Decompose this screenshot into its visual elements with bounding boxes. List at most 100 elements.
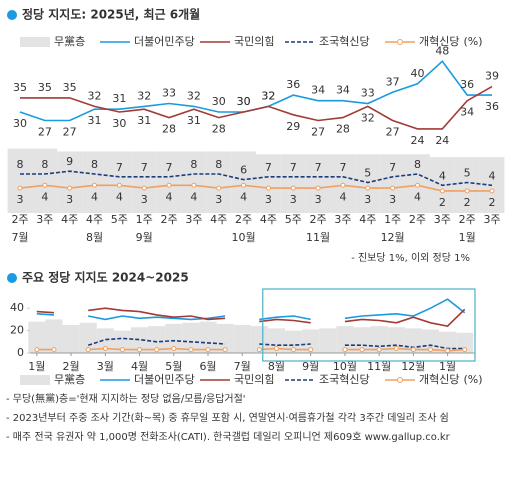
x-tick-label: 4주 — [86, 213, 103, 226]
data-label: 8 — [190, 158, 197, 171]
x-tick-label: 1월 — [439, 360, 456, 373]
area-bar — [62, 325, 80, 353]
area-bar — [28, 321, 46, 353]
data-label: 4 — [240, 190, 247, 203]
marker — [141, 185, 147, 191]
x-tick-label: 1주 — [136, 213, 153, 226]
x-tick-label: 5주 — [285, 213, 302, 226]
note: - 진보당 1%, 이외 정당 1% — [351, 252, 470, 264]
area-bar — [319, 328, 337, 353]
data-label: 7 — [166, 161, 173, 174]
area-bar — [7, 148, 33, 213]
y-tick-label: 20 — [10, 324, 24, 337]
data-label: 32 — [361, 111, 375, 124]
footnote: - 무당(無黨)층='현재 지지하는 정당 없음/모름/응답거절' — [6, 392, 246, 405]
marker — [171, 346, 177, 352]
marker — [290, 185, 296, 191]
marker — [241, 182, 247, 188]
area-bar — [454, 157, 480, 213]
series-line — [36, 298, 466, 321]
x-tick-label: 4주 — [359, 213, 376, 226]
marker — [154, 347, 160, 353]
marker — [222, 347, 228, 353]
area-bar — [353, 327, 371, 353]
data-label: 7 — [265, 161, 272, 174]
title-dot — [7, 273, 17, 283]
x-tick-label: 4월 — [131, 360, 148, 373]
marker — [191, 182, 197, 188]
data-label: 3 — [265, 193, 272, 206]
data-label: 28 — [212, 123, 226, 136]
month-label: 9월 — [136, 231, 153, 244]
marker — [34, 347, 40, 353]
marker — [390, 185, 396, 191]
x-tick-label: 3주 — [434, 213, 451, 226]
area-bar — [421, 329, 440, 353]
x-tick-label: 3주 — [483, 213, 500, 226]
marker — [342, 347, 348, 353]
data-label: 33 — [361, 87, 375, 100]
series-line — [87, 337, 465, 350]
data-label: 2 — [439, 196, 446, 209]
x-tick-label: 2주 — [310, 213, 327, 226]
data-label: 31 — [88, 114, 102, 127]
data-label: 3 — [315, 193, 322, 206]
data-label: 5 — [464, 166, 471, 179]
area-bar — [182, 322, 200, 353]
x-tick-label: 2월 — [63, 360, 80, 373]
x-tick-label: 3주 — [36, 213, 53, 226]
marker — [428, 347, 433, 353]
series-line — [20, 170, 493, 187]
marker — [188, 347, 194, 353]
data-label: 32 — [187, 89, 201, 102]
area-bar — [82, 151, 107, 213]
data-label: 3 — [66, 193, 73, 206]
marker — [414, 182, 420, 188]
data-label: 4 — [414, 190, 421, 203]
x-tick-label: 1월 — [28, 360, 45, 373]
marker — [410, 347, 416, 353]
data-label: 8 — [41, 158, 48, 171]
x-tick-label: 3월 — [97, 360, 114, 373]
data-label: 34 — [311, 84, 325, 97]
data-label: 7 — [315, 161, 322, 174]
data-label: 36 — [286, 78, 300, 91]
data-label: 27 — [63, 125, 77, 138]
data-label: 8 — [414, 158, 421, 171]
area-bar — [231, 151, 256, 213]
x-tick-label: 3주 — [334, 213, 351, 226]
marker — [205, 347, 211, 353]
area-bar — [250, 326, 268, 353]
x-tick-label: 10월 — [333, 360, 357, 373]
data-label: 30 — [237, 95, 251, 108]
data-label: 4 — [489, 169, 496, 182]
x-tick-label: 3주 — [185, 213, 202, 226]
data-label: 24 — [410, 134, 424, 147]
x-tick-label: 11월 — [367, 360, 391, 373]
data-label: 37 — [386, 75, 400, 88]
marker — [393, 346, 399, 352]
data-label: 30 — [13, 117, 27, 130]
data-label: 7 — [141, 161, 148, 174]
area-bar — [380, 154, 406, 213]
marker — [92, 182, 98, 188]
marker — [85, 347, 91, 353]
chart-title: 정당 지지도: 2025년, 최근 6개월 — [22, 7, 200, 22]
data-label: 4 — [190, 190, 197, 203]
data-label: 32 — [261, 89, 275, 102]
data-label: 7 — [290, 161, 297, 174]
legend-swatch — [20, 375, 50, 385]
marker — [51, 347, 57, 353]
area-bar — [302, 329, 320, 353]
data-label: 8 — [91, 158, 98, 171]
marker — [439, 188, 445, 194]
marker — [359, 347, 365, 353]
data-label: 31 — [187, 114, 201, 127]
marker — [216, 185, 222, 191]
data-label: 35 — [63, 81, 77, 94]
x-tick-label: 2주 — [235, 213, 252, 226]
data-label: 27 — [311, 125, 325, 138]
area-bar — [216, 323, 234, 353]
marker — [42, 182, 48, 188]
marker — [116, 182, 122, 188]
